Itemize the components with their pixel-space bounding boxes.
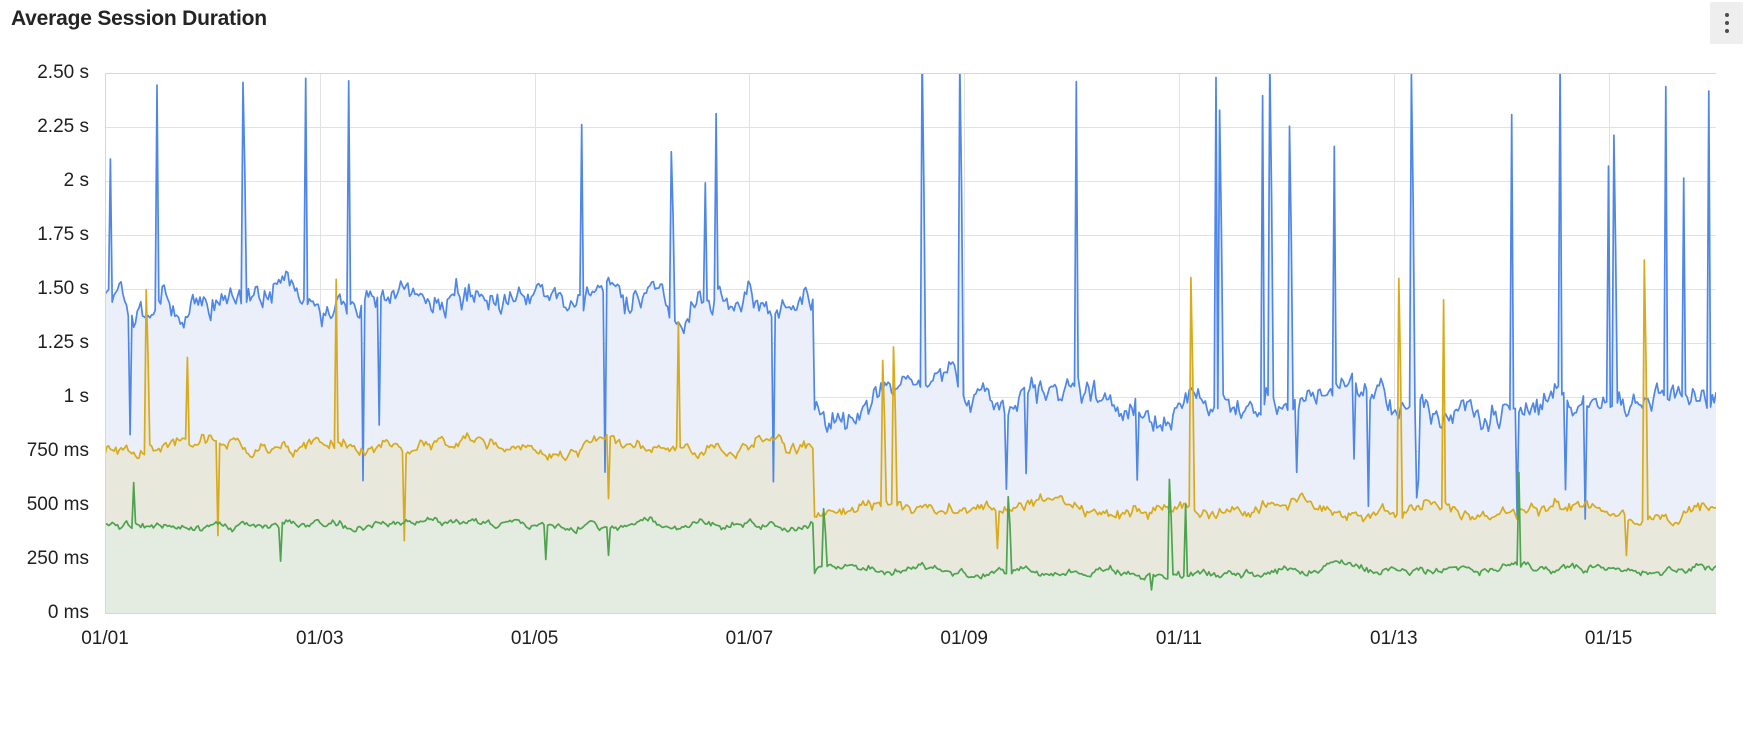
chart-plot-area[interactable]: 0 ms 250 ms 500 ms 750 ms 1 s 1.25 s 1.50 s 1.7… bbox=[0, 46, 1746, 734]
y-tick-label: 750 ms bbox=[27, 440, 89, 461]
page-title: Average Session Duration bbox=[11, 7, 267, 30]
menu-dot-1 bbox=[1724, 13, 1729, 17]
y-axis-labels: 0 ms 250 ms 500 ms 750 ms 1 s 1.25 s 1.50 s 1.7… bbox=[27, 62, 89, 623]
y-tick-label: 2 s bbox=[64, 170, 89, 191]
axis-lines-group bbox=[105, 73, 1716, 614]
series-line-p50[interactable] bbox=[105, 471, 1716, 591]
x-tick-label: 01/09 bbox=[940, 628, 988, 649]
x-axis-labels: 01/01 01/03 01/05 01/07 01/09 01/11 01/13 01/15 bbox=[81, 628, 1632, 649]
y-tick-label: 1 s bbox=[64, 386, 89, 407]
kebab-menu-icon[interactable] bbox=[1710, 2, 1743, 44]
x-tick-label: 01/15 bbox=[1585, 628, 1633, 649]
series-areas-group bbox=[105, 73, 1716, 613]
menu-dot-2 bbox=[1724, 21, 1729, 25]
x-tick-label: 01/13 bbox=[1370, 628, 1418, 649]
y-tick-label: 2.50 s bbox=[37, 62, 89, 83]
y-tick-label: 0 ms bbox=[48, 602, 89, 623]
series-lines-group bbox=[105, 53, 1716, 591]
y-tick-label: 2.25 s bbox=[37, 116, 89, 137]
time-series-chart[interactable]: 0 ms 250 ms 500 ms 750 ms 1 s 1.25 s 1.50 s 1.7… bbox=[0, 46, 1746, 734]
menu-dot-3 bbox=[1724, 29, 1729, 33]
series-line-p75[interactable] bbox=[105, 259, 1716, 557]
y-tick-label: 250 ms bbox=[27, 548, 89, 569]
y-tick-label: 1.50 s bbox=[37, 278, 89, 299]
series-line-p95[interactable] bbox=[105, 53, 1716, 520]
y-tick-label: 1.25 s bbox=[37, 332, 89, 353]
y-tick-label: 500 ms bbox=[27, 494, 89, 515]
x-tick-label: 01/01 bbox=[81, 628, 129, 649]
x-tick-label: 01/07 bbox=[726, 628, 774, 649]
widget-header: Average Session Duration bbox=[0, 0, 1746, 46]
y-tick-label: 1.75 s bbox=[37, 224, 89, 245]
x-tick-label: 01/11 bbox=[1156, 628, 1202, 649]
series-area-p50 bbox=[105, 472, 1716, 613]
x-tick-label: 01/05 bbox=[511, 628, 559, 649]
x-tick-label: 01/03 bbox=[296, 628, 344, 649]
